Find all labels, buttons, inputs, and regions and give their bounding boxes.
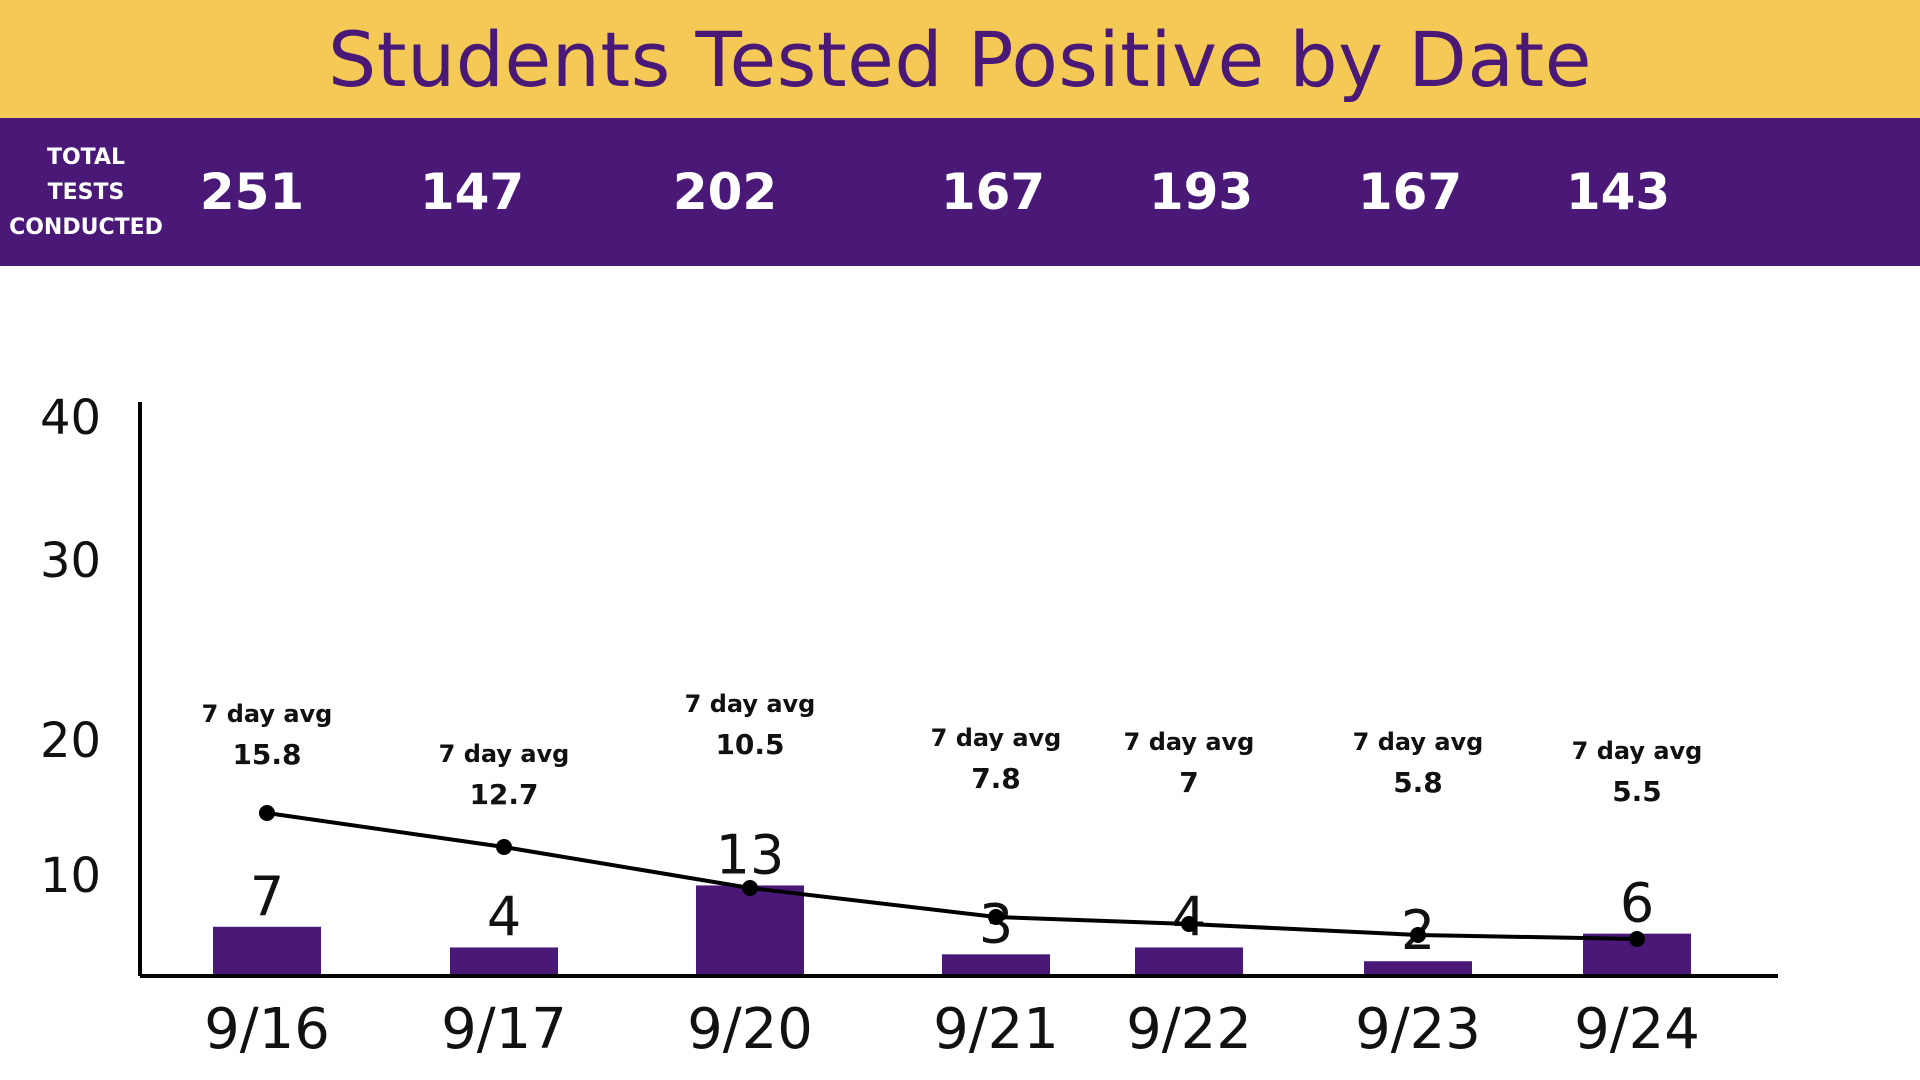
tests-value-9-16: 251 <box>199 163 305 221</box>
bar-9-17 <box>450 947 558 975</box>
avg-point <box>259 805 275 821</box>
avg-point <box>742 880 758 896</box>
bar-9-23 <box>1364 961 1472 975</box>
avg-value-label: 15.8 <box>232 738 301 771</box>
total-tests-label: TOTAL TESTS CONDUCTED <box>0 140 172 245</box>
bar-9-16 <box>213 926 321 975</box>
avg-point <box>1629 931 1645 947</box>
bar-9-21 <box>942 954 1050 975</box>
x-tick-label: 9/24 <box>1574 997 1700 1062</box>
avg-title-label: 7 day avg <box>1353 728 1484 756</box>
avg-point <box>988 909 1004 925</box>
avg-value-label: 7 <box>1179 766 1198 799</box>
avg-title-label: 7 day avg <box>1572 737 1703 765</box>
bar-value-label: 7 <box>250 865 284 928</box>
x-tick-label: 9/22 <box>1126 997 1252 1062</box>
bar-value-label: 13 <box>716 823 785 886</box>
tests-value-9-20: 202 <box>672 163 778 221</box>
tests-value-9-24: 143 <box>1565 163 1671 221</box>
bar-9-22 <box>1135 947 1243 975</box>
y-tick-label: 40 <box>40 390 101 446</box>
total-tests-label-line: CONDUCTED <box>9 215 163 240</box>
total-tests-band: TOTAL TESTS CONDUCTED 251 147 202 167 19… <box>0 118 1920 266</box>
avg-title-label: 7 day avg <box>1124 728 1255 756</box>
total-tests-label-line: TESTS <box>47 180 125 205</box>
avg-point <box>1181 916 1197 932</box>
x-tick-label: 9/23 <box>1355 997 1481 1062</box>
avg-title-label: 7 day avg <box>439 740 570 768</box>
title-band: Students Tested Positive by Date <box>0 0 1920 118</box>
avg-value-label: 7.8 <box>971 762 1021 795</box>
x-tick-label: 9/21 <box>933 997 1059 1062</box>
bar-value-label: 4 <box>487 885 521 948</box>
y-tick-label: 30 <box>40 533 101 589</box>
avg-value-label: 12.7 <box>469 778 538 811</box>
x-tick-label: 9/16 <box>204 997 330 1062</box>
bar-value-label: 6 <box>1620 872 1654 935</box>
avg-point <box>1410 927 1426 943</box>
avg-value-label: 5.5 <box>1612 775 1662 808</box>
avg-title-label: 7 day avg <box>202 700 333 728</box>
tests-value-9-22: 193 <box>1148 163 1254 221</box>
tests-value-9-17: 147 <box>419 163 525 221</box>
avg-value-label: 5.8 <box>1393 766 1443 799</box>
total-tests-label-line: TOTAL <box>46 145 126 170</box>
x-tick-label: 9/17 <box>441 997 567 1062</box>
avg-title-label: 7 day avg <box>931 724 1062 752</box>
bar-9-20 <box>696 885 804 975</box>
tests-value-9-21: 167 <box>940 163 1046 221</box>
tests-value-9-23: 167 <box>1357 163 1463 221</box>
y-tick-label: 20 <box>40 713 101 769</box>
avg-value-label: 10.5 <box>715 728 784 761</box>
x-tick-label: 9/20 <box>687 997 813 1062</box>
y-tick-label: 10 <box>40 848 101 904</box>
page-title: Students Tested Positive by Date <box>328 14 1592 104</box>
avg-title-label: 7 day avg <box>685 690 816 718</box>
avg-point <box>496 839 512 855</box>
